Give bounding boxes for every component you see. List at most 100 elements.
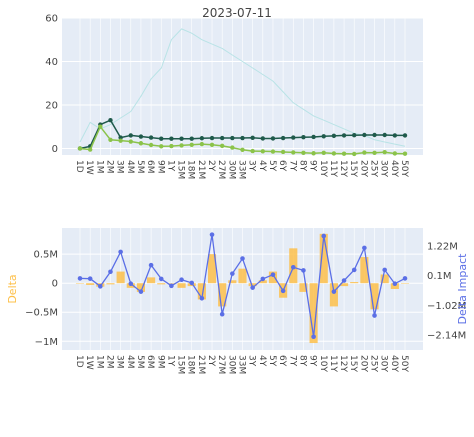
delta-impact-point — [372, 313, 377, 318]
x-tick-label: 5Y — [267, 160, 277, 172]
x-tick-label: 25Y — [369, 160, 379, 177]
x-tick-label: 15M — [176, 160, 186, 179]
x-tick-label: 18M — [186, 355, 196, 374]
series-2-point — [189, 136, 194, 141]
series-3-point — [77, 146, 83, 151]
series-2-point — [250, 135, 255, 141]
x-tick-label: 2Y — [206, 355, 216, 367]
chart-title: 2023-07-11 — [202, 6, 272, 20]
series-2-point — [240, 135, 245, 141]
bar-delta — [319, 233, 328, 284]
delta-impact-point — [219, 311, 225, 317]
x-tick-label: 3Y — [247, 160, 257, 172]
x-tick-label: 4Y — [257, 160, 267, 172]
x-tick-label: 50Y — [399, 160, 409, 177]
x-tick-label: 9M — [155, 355, 165, 369]
delta-impact-point — [169, 283, 174, 289]
x-tick-label: 8Y — [297, 355, 307, 367]
delta-impact-point — [301, 268, 306, 273]
series-3-point — [362, 150, 367, 155]
series-3-point — [87, 147, 93, 152]
series-3-point — [372, 150, 377, 156]
x-tick-label: 9Y — [308, 355, 318, 367]
delta-impact-point — [290, 264, 296, 270]
x-tick-label: 12Y — [338, 355, 348, 372]
bar-delta — [400, 283, 410, 284]
bar-delta — [309, 283, 318, 344]
bar-delta — [350, 282, 359, 284]
y-tick-label: 40 — [45, 57, 58, 68]
series-2-point — [301, 134, 306, 140]
x-tick-label: 30M — [226, 355, 236, 374]
delta-impact-point — [402, 276, 408, 281]
series-2-point — [219, 135, 225, 141]
x-tick-label: 1Y — [165, 355, 175, 367]
x-tick-label: 9Y — [308, 160, 318, 172]
x-tick-label: 11Y — [328, 160, 338, 177]
delta-impact-point — [382, 267, 387, 273]
bar-delta — [157, 283, 166, 285]
x-tick-label: 15Y — [348, 355, 358, 372]
series-3-point — [179, 143, 184, 148]
series-2-point — [138, 134, 144, 139]
delta-impact-point — [230, 271, 235, 276]
bar-delta — [86, 283, 95, 285]
series-3-point — [128, 139, 133, 144]
bar-delta — [268, 271, 278, 284]
delta-impact-point — [311, 334, 316, 340]
y-tick-label: 0 — [52, 144, 58, 155]
x-tick-label: 2Y — [206, 160, 216, 172]
x-tick-label: 5M — [135, 160, 145, 174]
delta-impact-point — [199, 295, 205, 301]
series-3-point — [260, 149, 266, 154]
x-tick-label: 1M — [94, 160, 104, 174]
bar-delta — [106, 283, 115, 285]
series-3-point — [392, 151, 398, 156]
delta-impact-point — [331, 289, 337, 294]
y2-tick-label: 0.1M — [427, 271, 452, 282]
x-tick-label: 20Y — [358, 160, 368, 177]
series-2-point — [209, 135, 215, 141]
series-2-point — [321, 134, 326, 139]
bar-delta — [75, 283, 85, 284]
series-2-point — [382, 132, 387, 138]
series-2-point — [280, 135, 286, 141]
series-3-point — [250, 148, 255, 154]
series-2-point — [128, 133, 133, 138]
x-tick-label: 1Y — [165, 160, 175, 172]
series-2-point — [402, 133, 408, 138]
delta-impact-point — [179, 277, 184, 283]
x-tick-label: 27M — [216, 355, 226, 374]
x-tick-label: 4M — [125, 355, 135, 369]
series-3-point — [402, 151, 408, 156]
series-2-point — [362, 132, 367, 138]
delta-impact-point — [118, 249, 123, 255]
delta-impact-point — [280, 288, 286, 294]
x-tick-label: 1D — [74, 160, 84, 173]
delta-impact-point — [77, 276, 83, 281]
series-3-point — [118, 138, 123, 143]
series-3-point — [301, 150, 306, 156]
delta-impact-point — [260, 276, 266, 282]
delta-impact-point — [341, 278, 347, 283]
x-tick-label: 10Y — [318, 355, 328, 372]
delta-impact-point — [250, 285, 255, 290]
delta-impact-point — [98, 284, 103, 289]
series-3-point — [321, 150, 326, 156]
series-2-point — [311, 134, 316, 140]
x-tick-label: 6M — [145, 160, 155, 174]
series-2-point — [260, 136, 266, 141]
delta-impact-point — [108, 269, 113, 275]
series-2-point — [331, 133, 337, 139]
bar-delta — [380, 274, 389, 284]
y2-tick-label: −1.02M — [427, 301, 466, 312]
x-tick-label: 6Y — [277, 160, 287, 172]
x-tick-label: 5M — [135, 355, 145, 369]
series-3-point — [169, 143, 174, 149]
delta-impact-point — [128, 281, 134, 286]
x-tick-label: 12Y — [338, 160, 348, 177]
series-3-point — [270, 149, 276, 154]
series-3-point — [311, 151, 316, 156]
x-tick-label: 1M — [94, 355, 104, 369]
